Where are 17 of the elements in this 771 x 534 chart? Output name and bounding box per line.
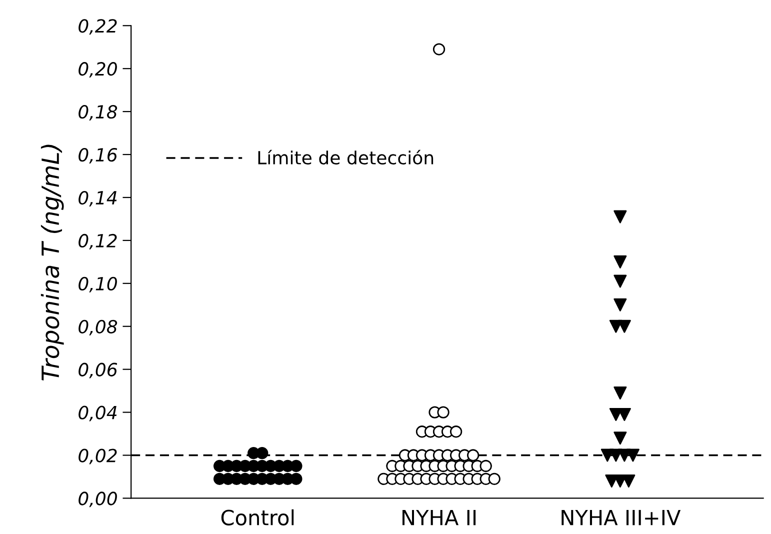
legend-label: Límite de detección (258, 150, 434, 165)
y-tick-label: 0,00 (78, 492, 117, 508)
y-tick-label: 0,16 (78, 148, 118, 164)
y-tick-label: 0,18 (78, 105, 118, 121)
y-tick-label: 0,06 (78, 362, 118, 378)
y-axis-title: Troponina T (ng/mL) (40, 144, 64, 380)
x-tick-label: NYHA II (402, 510, 476, 526)
x-tick-label: NYHA III+IV (562, 510, 681, 526)
y-tick-label: 0,12 (78, 234, 117, 250)
y-tick-label: 0,10 (78, 276, 117, 292)
y-tick-label: 0,04 (78, 406, 117, 422)
y-tick-label: 0,20 (78, 62, 117, 78)
y-tick-label: 0,08 (78, 320, 118, 336)
y-tick-label: 0,02 (78, 448, 117, 464)
x-tick-label: Control (221, 509, 294, 526)
y-tick-label: 0,22 (78, 19, 117, 35)
y-tick-label: 0,14 (78, 190, 117, 206)
